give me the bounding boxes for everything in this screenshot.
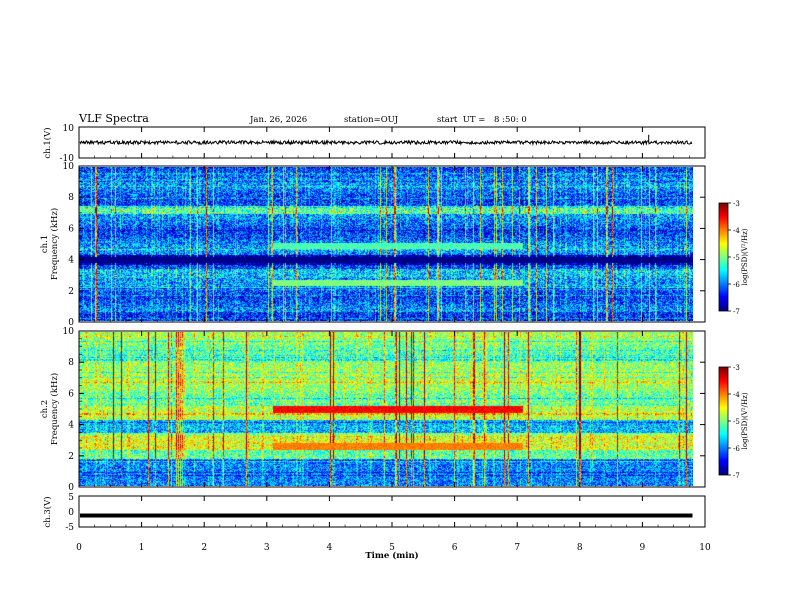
colorbar-tick-label: -7 — [733, 472, 740, 480]
colorbar-tick-label: -6 — [733, 445, 740, 453]
ch1-waveform-frame — [78, 126, 706, 159]
ch2-spectrogram-frame — [78, 330, 706, 488]
ch2-spectrogram-image — [79, 332, 693, 486]
ch2-spec-ylabel-line2: Frequency (kHz) — [49, 373, 60, 445]
freq-tick-label: 8 — [68, 193, 74, 203]
colorbar-tick-label: -3 — [733, 364, 740, 372]
ch3-ytick-mid: 0 — [68, 508, 74, 518]
ch3-waveform-frame — [78, 495, 706, 528]
time-tick-label: 8 — [577, 543, 583, 553]
colorbar-tick-label: -5 — [733, 254, 740, 262]
ch3-ytick-bottom: -5 — [65, 523, 74, 533]
ch1-spectrogram-image — [79, 167, 693, 321]
ch1-spec-ylabel-line2: Frequency (kHz) — [49, 208, 60, 280]
date-label: Jan. 26, 2026 — [250, 115, 308, 125]
freq-tick-label: 10 — [63, 162, 75, 172]
ch3-waveform-trace — [80, 513, 693, 518]
time-tick-label: 4 — [327, 543, 333, 553]
ch2-colorbar — [719, 367, 728, 475]
colorbar-tick-label: -4 — [733, 391, 740, 399]
ch1-ytick-bottom: -10 — [60, 154, 75, 164]
freq-tick-label: 4 — [68, 256, 74, 266]
ch1-colorbar-label: log(PSD)(V²/Hz) — [741, 228, 749, 285]
freq-tick-label: 6 — [68, 224, 74, 234]
start-ut-value: 8 :50: 0 — [494, 115, 527, 125]
time-tick-label: 7 — [514, 543, 520, 553]
ch1-waveform-trace — [79, 134, 693, 147]
ch2-colorbar-frame — [718, 366, 729, 476]
station-label: station=OUJ — [344, 115, 399, 125]
time-tick-label: 3 — [264, 543, 270, 553]
ch1-colorbar-frame — [718, 202, 729, 312]
ch1-waveform-ylabel: ch.1(V) — [42, 127, 53, 158]
ch1-ytick-top: 10 — [63, 124, 75, 134]
freq-tick-label: 2 — [68, 452, 74, 462]
freq-tick-label: 6 — [68, 389, 74, 399]
freq-tick-label: 8 — [68, 358, 74, 368]
colorbar-tick-label: -3 — [733, 200, 740, 208]
ch1-spectrogram-frame — [78, 165, 706, 323]
colorbar-tick-label: -4 — [733, 227, 740, 235]
colorbar-tick-label: -5 — [733, 418, 740, 426]
freq-tick-label: 0 — [68, 318, 74, 328]
freq-tick-label: 0 — [68, 483, 74, 493]
time-tick-label: 0 — [76, 543, 82, 553]
x-axis-label: Time (min) — [365, 550, 418, 561]
freq-tick-label: 2 — [68, 287, 74, 297]
start-ut-label: start UT = — [437, 115, 486, 125]
colorbar-tick-label: -7 — [733, 308, 740, 316]
chart-title: VLF Spectra — [79, 112, 149, 125]
time-tick-label: 9 — [640, 543, 646, 553]
time-tick-label: 10 — [699, 543, 711, 553]
time-tick-label: 2 — [201, 543, 207, 553]
ch3-ytick-top: 5 — [68, 493, 74, 503]
ch1-spec-ylabel-line1: ch.1 — [40, 235, 50, 253]
ch2-spec-ylabel-line1: ch.2 — [40, 400, 50, 418]
freq-tick-label: 10 — [63, 327, 75, 337]
ch2-colorbar-label: log(PSD)(V²/Hz) — [741, 392, 749, 449]
freq-tick-label: 4 — [68, 421, 74, 431]
time-tick-label: 6 — [452, 543, 458, 553]
time-tick-label: 5 — [389, 543, 395, 553]
colorbar-tick-label: -6 — [733, 281, 740, 289]
time-tick-label: 1 — [139, 543, 145, 553]
ch3-waveform-ylabel: ch.3(V) — [42, 496, 53, 527]
ch1-colorbar — [719, 203, 728, 311]
